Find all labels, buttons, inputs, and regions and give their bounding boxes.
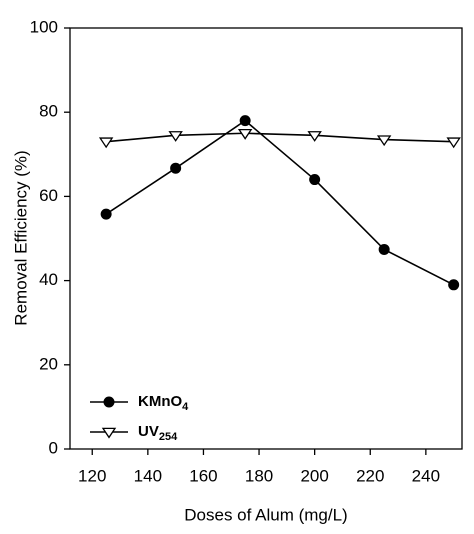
legend: KMnO4 UV254 xyxy=(90,393,189,443)
y-axis-label: Removal Efficiency (%) xyxy=(11,150,30,325)
y-tick-label: 20 xyxy=(39,354,58,373)
series-line xyxy=(105,119,455,286)
y-tick-label: 100 xyxy=(30,17,58,36)
legend-label: KMnO4 xyxy=(138,393,189,413)
x-tick-label: 240 xyxy=(412,466,440,485)
x-tick-label: 160 xyxy=(189,466,217,485)
x-axis-label: Doses of Alum (mg/L) xyxy=(184,505,347,524)
series-line xyxy=(106,132,454,143)
marker xyxy=(103,396,115,408)
y-tick-label: 0 xyxy=(49,438,58,457)
marker xyxy=(376,135,392,147)
marker xyxy=(98,137,114,149)
marker xyxy=(239,115,251,127)
legend-label: UV254 xyxy=(138,423,178,443)
x-tick-label: 220 xyxy=(356,466,384,485)
marker xyxy=(307,131,322,142)
marker xyxy=(309,174,321,186)
plot-frame xyxy=(69,27,463,450)
x-tick-label: 120 xyxy=(78,466,106,485)
marker xyxy=(446,137,461,149)
marker xyxy=(448,279,460,291)
x-tick-label: 180 xyxy=(245,466,273,485)
marker xyxy=(237,129,253,140)
x-tick-label: 200 xyxy=(300,466,328,485)
y-tick-label: 40 xyxy=(39,270,58,289)
marker xyxy=(168,131,183,142)
marker xyxy=(378,243,390,255)
marker xyxy=(101,427,117,439)
y-tick-label: 80 xyxy=(39,102,58,121)
x-tick-label: 140 xyxy=(134,466,162,485)
y-tick-label: 60 xyxy=(39,186,58,205)
marker xyxy=(170,162,182,174)
marker xyxy=(100,208,112,220)
